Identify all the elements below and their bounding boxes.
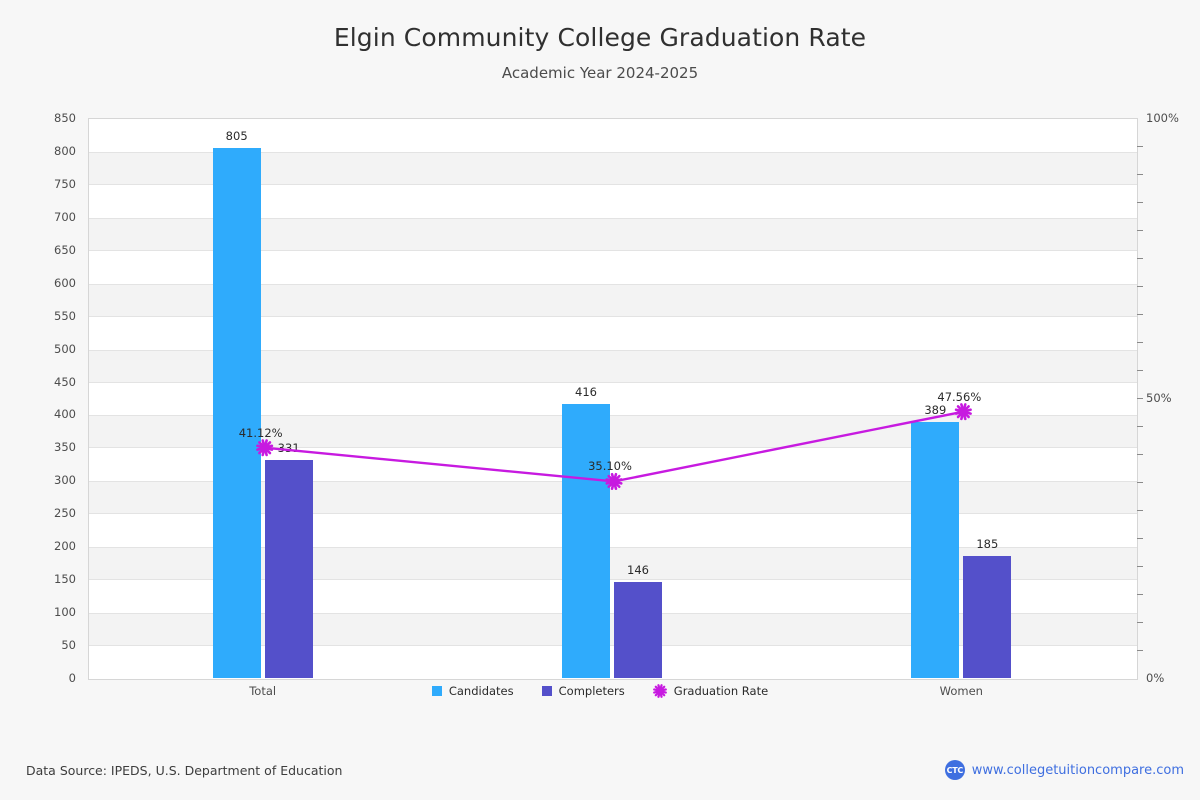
graduation-rate-value-label: 47.56%: [937, 389, 982, 404]
chart-legend: Candidates Completers Graduation Rate: [0, 683, 1200, 699]
chart-header: Elgin Community College Graduation Rate …: [0, 22, 1200, 83]
y2-axis-tick-mark: [1137, 258, 1143, 259]
y2-axis-tick-mark: [1137, 342, 1143, 343]
y2-axis-tick-label: 50%: [1146, 391, 1172, 405]
gridline-band: [89, 151, 1137, 185]
y-axis-tick-label: 500: [54, 341, 76, 356]
bar-candidates[interactable]: [911, 421, 960, 678]
legend-asterisk-icon: [652, 684, 667, 698]
y2-axis-tick-mark: [1137, 426, 1143, 427]
brand-footer[interactable]: CTC www.collegetuitioncompare.com: [944, 760, 1184, 780]
gridline-band: [89, 217, 1137, 251]
y2-axis-tick-mark: [1137, 202, 1143, 203]
bar-completers[interactable]: [963, 556, 1012, 678]
bar-completers-value-label: 185: [976, 537, 999, 552]
y2-axis-tick-mark: [1137, 594, 1143, 595]
y2-axis-tick-mark: [1137, 566, 1143, 567]
y-axis-tick-label: 200: [54, 539, 76, 554]
y2-axis-tick-mark: [1137, 314, 1143, 315]
y2-axis-tick-label: 0%: [1146, 671, 1165, 685]
brand-website-link[interactable]: www.collegetuitioncompare.com: [971, 762, 1184, 778]
legend-item-completers[interactable]: Completers: [539, 683, 627, 699]
legend-square-icon: [431, 686, 442, 696]
legend-label: Candidates: [448, 684, 514, 698]
chart-subtitle: Academic Year 2024-2025: [501, 64, 699, 82]
bar-completers[interactable]: [264, 459, 313, 678]
bar-candidates-value-label: 805: [225, 128, 248, 143]
y-axis-tick-label: 50: [61, 638, 76, 653]
bar-candidates[interactable]: [562, 403, 610, 678]
gridline-band: [89, 613, 1137, 647]
y-axis-tick-label: 600: [54, 275, 76, 290]
y-axis-tick-label: 150: [54, 572, 76, 587]
y2-axis-tick-mark: [1137, 538, 1143, 539]
bar-completers-value-label: 331: [277, 440, 300, 455]
bar-completers[interactable]: [614, 581, 662, 678]
graduation-rate-value-label: 41.12%: [238, 425, 283, 440]
legend-square-icon: [541, 686, 552, 696]
legend-item-candidates[interactable]: Candidates: [429, 683, 516, 699]
y-axis-tick-label: 650: [54, 242, 76, 257]
y2-axis-tick-mark: [1137, 230, 1143, 231]
plot-area: [88, 118, 1138, 680]
y-axis-tick-label: 300: [54, 473, 76, 488]
bar-candidates-value-label: 416: [575, 384, 597, 399]
y2-axis-tick-mark: [1137, 174, 1143, 175]
chart-title: Elgin Community College Graduation Rate: [333, 23, 867, 52]
y-axis-tick-label: 800: [54, 143, 76, 158]
y2-axis-tick-mark: [1137, 650, 1143, 651]
graduation-rate-value-label: 35.10%: [588, 459, 632, 474]
y2-axis-tick-mark: [1137, 622, 1143, 623]
y-axis-tick-label: 450: [54, 374, 76, 389]
x-axis-tick-label: Women: [939, 684, 983, 698]
y2-axis-tick-label: 100%: [1146, 111, 1179, 125]
ctc-logo-icon: CTC: [944, 760, 965, 780]
y2-axis-tick-mark: [1137, 454, 1143, 455]
bar-candidates[interactable]: [212, 147, 261, 678]
y-axis-tick-label: 850: [54, 111, 76, 125]
y-axis-tick-label: 0: [68, 671, 76, 685]
y-axis-tick-label: 550: [54, 308, 76, 323]
gridline-band: [89, 349, 1137, 383]
y-axis-tick-label: 700: [54, 209, 76, 224]
y-axis-tick-label: 750: [54, 176, 76, 191]
y2-axis-tick-mark: [1137, 146, 1143, 147]
y-axis-tick-label: 350: [54, 440, 76, 455]
bar-candidates-value-label: 389: [924, 402, 947, 417]
legend-label: Completers: [558, 684, 625, 698]
y2-axis-tick-mark: [1137, 286, 1143, 287]
y2-axis-tick-mark: [1137, 370, 1143, 371]
legend-label: Graduation Rate: [673, 684, 769, 698]
legend-item-graduation-rate[interactable]: Graduation Rate: [650, 683, 771, 699]
y2-axis-tick-mark: [1137, 482, 1143, 483]
y-axis-tick-label: 250: [54, 506, 76, 521]
data-source-text: Data Source: IPEDS, U.S. Department of E…: [26, 763, 343, 778]
y2-axis-tick-mark: [1137, 510, 1143, 511]
y-axis-tick-label: 400: [54, 407, 76, 422]
bar-completers-value-label: 146: [627, 562, 649, 577]
gridline-band: [89, 547, 1137, 581]
x-axis-tick-label: Total: [249, 684, 277, 698]
y-axis-tick-label: 100: [54, 605, 76, 620]
y2-axis-tick-mark: [1137, 398, 1143, 399]
gridline-band: [89, 283, 1137, 317]
